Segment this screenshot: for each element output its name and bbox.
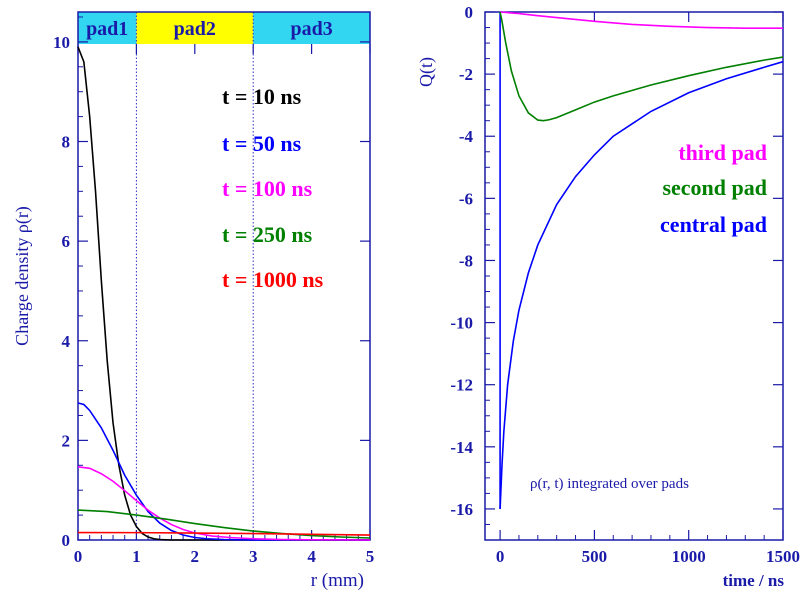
plot-annotation: ρ(r, t) integrated over pads (530, 476, 689, 492)
x-tick-label: 1500 (766, 547, 800, 566)
series-line-3 (77, 509, 371, 539)
series-line-4 (77, 531, 371, 536)
legend-entry: central pad (660, 212, 767, 237)
legend-entry: second pad (662, 175, 767, 200)
legend-entry: t = 50 ns (222, 131, 302, 156)
x-tick-label: 0 (74, 547, 83, 566)
pad-region-band (136, 12, 254, 44)
series-line-0 (77, 46, 370, 541)
y-tick-label: 2 (62, 431, 71, 450)
y-tick-label: 6 (62, 232, 71, 251)
y-tick-label: 0 (465, 3, 474, 22)
y-tick-label: 0 (62, 531, 71, 550)
y-tick-label: 4 (62, 332, 71, 351)
x-tick-label: 5 (366, 547, 375, 566)
legend-entry: t = 1000 ns (222, 267, 324, 292)
pad-region-label: pad1 (86, 18, 128, 40)
y-tick-label: -8 (459, 251, 473, 270)
x-tick-label: 1 (132, 547, 141, 566)
y-tick-label: -10 (450, 314, 473, 333)
x-tick-label: 4 (307, 547, 316, 566)
y-tick-label: -4 (459, 127, 474, 146)
y-tick-label: -2 (459, 65, 473, 84)
y-tick-label: -12 (450, 376, 473, 395)
x-tick-label: 3 (249, 547, 258, 566)
x-tick-label: 2 (191, 547, 200, 566)
plot-frame (484, 11, 784, 541)
y-tick-label: -6 (459, 189, 473, 208)
y-axis-label: Charge density ρ(r) (12, 206, 33, 346)
series-line-0 (500, 11, 783, 29)
y-tick-label: 10 (53, 33, 70, 52)
x-axis-label: r (mm) (311, 570, 364, 591)
legend-entry: t = 100 ns (222, 176, 313, 201)
pad-region-label: pad2 (174, 18, 216, 40)
pad-region-band (253, 12, 370, 44)
legend-entry: t = 250 ns (222, 222, 313, 247)
pad-region-label: pad3 (290, 18, 332, 40)
y-tick-label: -16 (450, 500, 473, 519)
series-line-2 (77, 465, 371, 541)
x-tick-label: 1000 (672, 547, 706, 566)
series-line-1 (77, 402, 370, 541)
y-axis-label: Q(t) (416, 57, 437, 87)
legend-entry: t = 10 ns (222, 84, 302, 109)
x-tick-label: 0 (496, 547, 505, 566)
series-line-2 (499, 60, 784, 509)
pad-region-band (78, 12, 137, 44)
series-line-1 (499, 11, 784, 122)
y-tick-label: -14 (450, 438, 473, 457)
y-tick-label: 8 (62, 133, 71, 152)
x-tick-label: 500 (582, 547, 608, 566)
legend-entry: third pad (678, 140, 767, 165)
right-chart (484, 11, 784, 541)
left-chart: pad1 pad2 pad3 (77, 11, 371, 541)
x-axis-label: time / ns (723, 571, 785, 590)
